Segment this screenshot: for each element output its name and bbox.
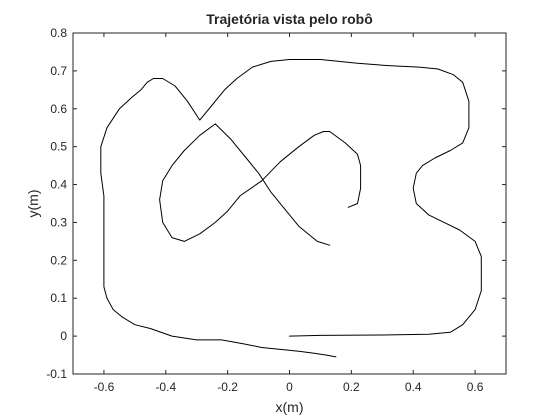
x-tick-label: 0.6 (467, 380, 484, 394)
y-tick-label: 0 (60, 329, 67, 343)
x-tick-label: -0.6 (94, 380, 115, 394)
x-axis-ticks: -0.6 -0.4 -0.2 0 0.2 0.4 0.6 (94, 33, 484, 394)
y-axis-label: y(m) (25, 190, 41, 218)
trajectory-line (159, 123, 362, 246)
x-axis-label: x(m) (276, 399, 304, 415)
y-tick-label: 0.5 (50, 140, 67, 154)
series-layer (100, 59, 482, 358)
y-tick-label: 0.3 (50, 215, 67, 229)
y-tick-label: 0.6 (50, 102, 67, 116)
trajectory-line (100, 59, 482, 358)
chart-title: Trajetória vista pelo robô (206, 11, 373, 27)
y-tick-label: 0.2 (50, 253, 67, 267)
plot-area (72, 32, 507, 375)
y-tick-label: 0.1 (50, 291, 67, 305)
x-tick-label: 0.4 (405, 380, 422, 394)
y-tick-label: 0.8 (50, 26, 67, 40)
axes-box (72, 32, 507, 375)
x-tick-label: 0.2 (343, 380, 360, 394)
y-tick-label: 0.7 (50, 64, 67, 78)
y-tick-label: -0.1 (46, 367, 67, 381)
x-tick-label: -0.2 (217, 380, 238, 394)
y-tick-label: 0.4 (50, 178, 67, 192)
y-axis-ticks: -0.1 0 0.1 0.2 0.3 0.4 0.5 0.6 0.7 0.8 (46, 26, 506, 381)
x-tick-label: -0.4 (155, 380, 176, 394)
x-tick-label: 0 (286, 380, 293, 394)
